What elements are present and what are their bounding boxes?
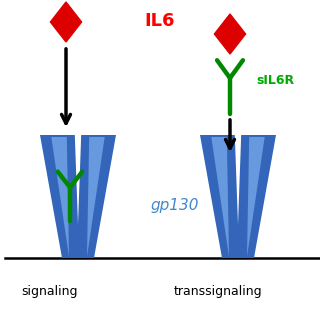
- Polygon shape: [200, 135, 239, 258]
- Polygon shape: [51, 2, 82, 42]
- Polygon shape: [40, 135, 79, 258]
- Text: sIL6R: sIL6R: [256, 74, 294, 86]
- Polygon shape: [77, 135, 116, 258]
- Text: transsignaling: transsignaling: [174, 285, 262, 298]
- Polygon shape: [87, 137, 105, 256]
- Text: signaling: signaling: [22, 285, 78, 298]
- Polygon shape: [247, 137, 265, 256]
- Text: gp130: gp130: [151, 197, 199, 212]
- Polygon shape: [51, 137, 69, 256]
- Polygon shape: [211, 137, 229, 256]
- Polygon shape: [237, 135, 276, 258]
- Text: IL6: IL6: [145, 12, 175, 30]
- Polygon shape: [214, 14, 246, 54]
